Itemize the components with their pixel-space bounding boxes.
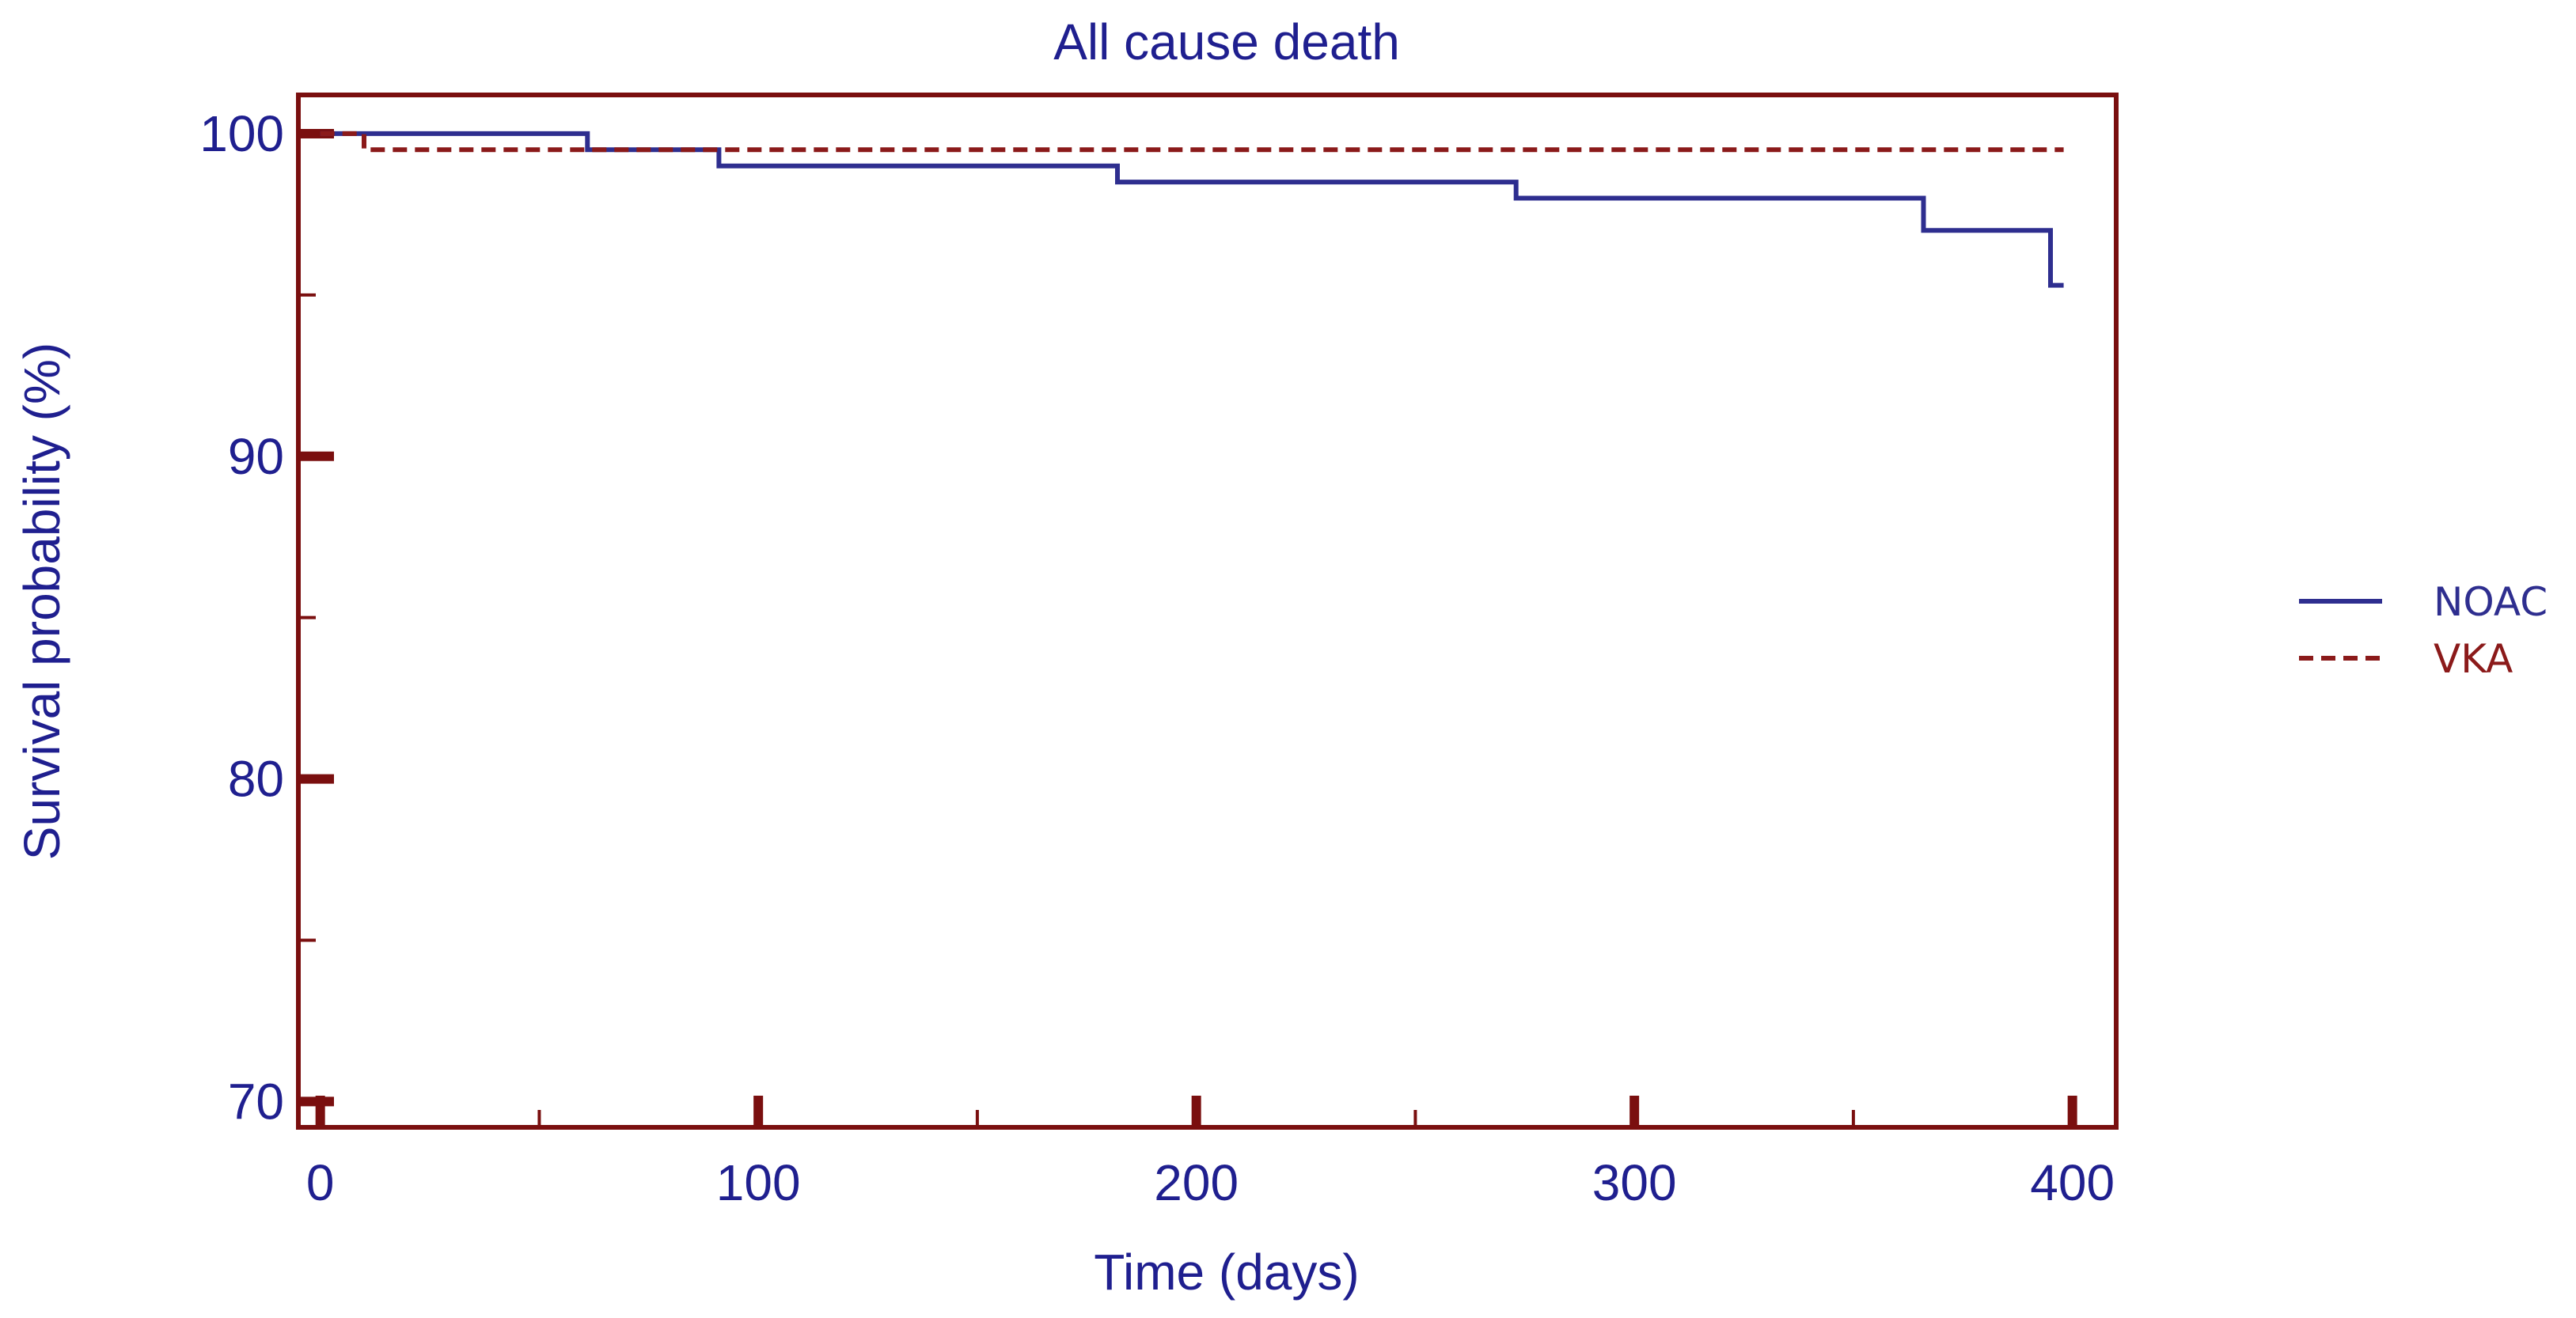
x-tick-label: 300 (1592, 1154, 1677, 1211)
plot-frame (296, 93, 2119, 1130)
y-tick-label: 80 (228, 751, 284, 808)
y-axis-label: Survival probability (%) (13, 343, 70, 860)
x-tick-label: 400 (2030, 1154, 2115, 1211)
x-axis-label: Time (days) (1094, 1244, 1359, 1301)
chart-title: All cause death (1053, 13, 1400, 70)
legend-label-noac: NOAC (2434, 579, 2548, 625)
series-layer (320, 131, 2064, 288)
y-tick-label: 70 (228, 1073, 284, 1130)
x-tick-label: 0 (306, 1154, 335, 1211)
series-vka-line (320, 131, 2064, 153)
legend-label-vka: VKA (2434, 636, 2513, 682)
legend: NOAC VKA (2299, 579, 2548, 682)
axis-ticks: 0 100 200 300 400 70 80 90 100 (199, 105, 2115, 1211)
series-noac-line (320, 131, 2064, 288)
y-tick-label: 100 (199, 105, 284, 162)
x-tick-label: 100 (716, 1154, 801, 1211)
x-tick-label: 200 (1154, 1154, 1239, 1211)
y-tick-label: 90 (228, 428, 284, 485)
